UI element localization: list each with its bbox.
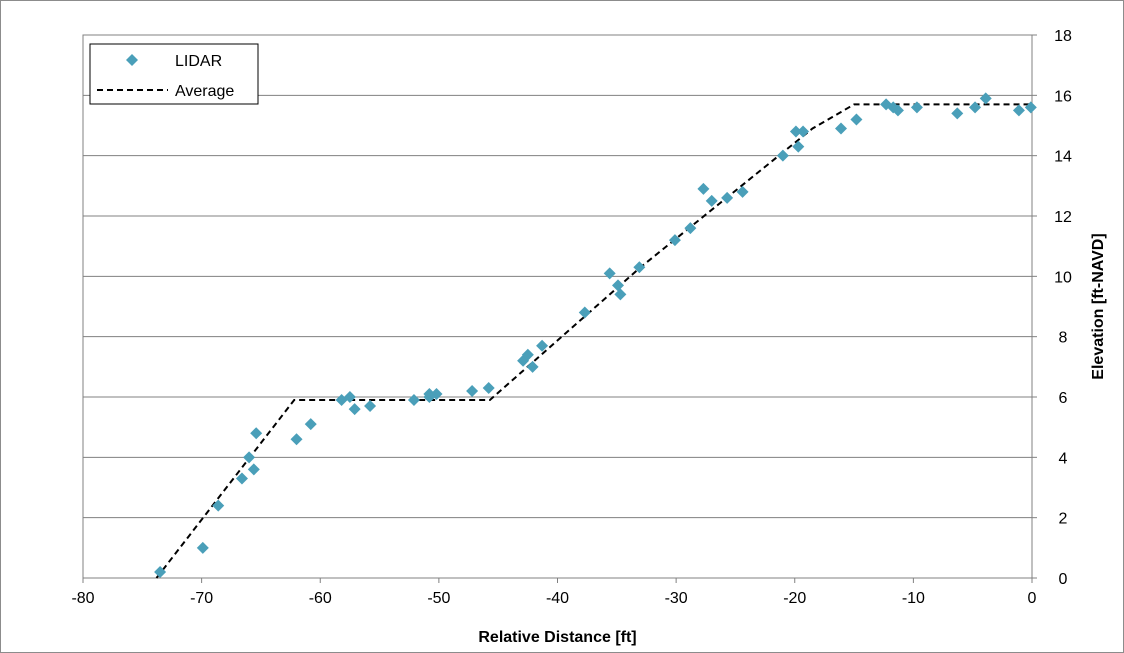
y-tick-label: 18 <box>1054 28 1072 45</box>
x-tick-label: 0 <box>1028 590 1037 607</box>
lidar-point <box>603 267 616 280</box>
y-tick-label: 4 <box>1059 450 1068 467</box>
lidar-point <box>482 381 495 394</box>
lidar-point <box>212 499 225 512</box>
lidar-point <box>951 107 964 120</box>
legend: LIDAR Average <box>89 43 259 105</box>
lidar-point <box>250 427 263 440</box>
average-line <box>155 103 1032 579</box>
x-tick-label: -30 <box>665 590 688 607</box>
lidar-point <box>910 101 923 114</box>
lidar-point <box>247 463 260 476</box>
y-tick-label: 6 <box>1059 390 1068 407</box>
y-tick-label: 12 <box>1054 209 1072 226</box>
lidar-point <box>835 122 848 135</box>
lidar-point <box>850 113 863 126</box>
lidar-point <box>154 565 167 578</box>
x-tick-label: -80 <box>71 590 94 607</box>
lidar-point <box>969 101 982 114</box>
lidar-point <box>979 92 992 105</box>
lidar-point <box>407 394 420 407</box>
x-tick-label: -70 <box>190 590 213 607</box>
lidar-point <box>578 306 591 319</box>
gridlines <box>83 34 1032 579</box>
lidar-point <box>1012 104 1025 117</box>
lidar-point <box>891 104 904 117</box>
legend-lidar-marker <box>126 54 138 66</box>
lidar-point <box>792 140 805 153</box>
lidar-point <box>290 433 303 446</box>
plot-area-border <box>82 34 1033 579</box>
y-tick-label: 16 <box>1054 88 1072 105</box>
lidar-point <box>697 182 710 195</box>
lidar-point <box>611 279 624 292</box>
y-tick-label: 0 <box>1059 571 1068 588</box>
lidar-point <box>789 125 802 138</box>
y-axis-title: Elevation [ft-NAVD] <box>1090 233 1107 379</box>
y-tick-label: 2 <box>1059 511 1068 528</box>
y-tick-label: 8 <box>1059 330 1068 347</box>
lidar-point <box>776 149 789 162</box>
lidar-point <box>430 387 443 400</box>
lidar-point <box>304 418 317 431</box>
legend-lidar-label: LIDAR <box>175 53 222 70</box>
x-tick-label: -40 <box>546 590 569 607</box>
lidar-point <box>235 472 248 485</box>
lidar-point <box>684 222 697 235</box>
lidar-point <box>243 451 256 464</box>
lidar-point <box>633 261 646 274</box>
x-tick-label: -10 <box>902 590 925 607</box>
lidar-point <box>797 125 810 138</box>
lidar-point <box>614 288 627 301</box>
lidar-point <box>521 348 534 361</box>
lidar-point <box>668 234 681 247</box>
series-layer <box>154 92 1037 579</box>
lidar-point <box>536 339 549 352</box>
legend-average-label: Average <box>175 83 234 100</box>
tick-labels: -80 -70 -60 -50 -40 -30 -20 -10 0 0 2 4 6 8 10 12 14 16 18 <box>71 28 1072 607</box>
lidar-point <box>1024 101 1037 114</box>
lidar-point <box>196 541 209 554</box>
lidar-point <box>721 191 734 204</box>
legend-box <box>89 43 259 105</box>
lidar-point <box>343 391 356 403</box>
y-tick-label: 10 <box>1054 269 1072 286</box>
lidar-point <box>736 185 749 198</box>
x-axis-title: Relative Distance [ft] <box>478 629 636 646</box>
x-tick-label: -20 <box>783 590 806 607</box>
y-tick-label: 14 <box>1054 149 1072 166</box>
x-tick-label: -50 <box>427 590 450 607</box>
lidar-point <box>526 360 539 373</box>
lidar-point <box>705 194 718 207</box>
x-tick-label: -60 <box>309 590 332 607</box>
lidar-point <box>364 400 377 413</box>
lidar-point <box>348 403 361 416</box>
lidar-point <box>466 384 479 397</box>
